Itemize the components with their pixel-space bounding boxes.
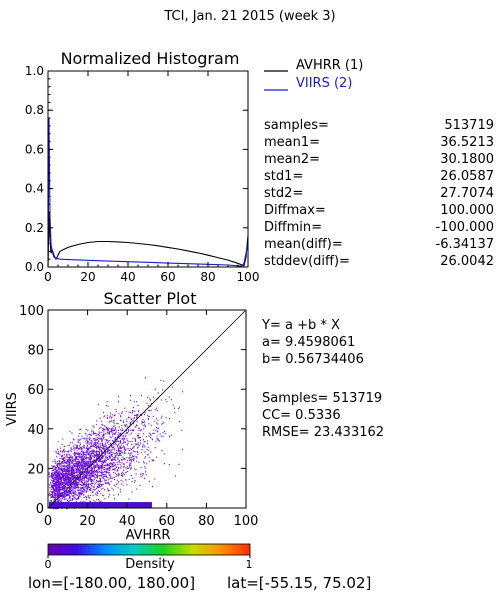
histogram-stats: samples= 513719 mean1= 36.5213 mean2= 30.1800… [264, 118, 494, 269]
stat-value: 100.000 [440, 203, 494, 218]
stat-label: mean(diff)= [264, 237, 343, 252]
histogram-frame [47, 70, 249, 268]
scatter-xtick-label: 0 [44, 514, 52, 529]
scatter-panel: Scatter Plot 0 20 40 60 80 100 0 20 40 60 80 100 AV… [5, 289, 384, 543]
stat-label: mean1= [264, 135, 320, 150]
histogram-panel: Normalized Histogram 0 20 40 60 80 1000.00.20… [25, 49, 494, 284]
footer-lon: lon=[-180.00, 180.00] [28, 574, 195, 592]
scatter-xtick-label: 100 [234, 514, 259, 529]
colorbar-max-label: 1 [246, 558, 253, 571]
scatter-xtick-label: 80 [198, 514, 215, 529]
stat-label: std1= [264, 169, 303, 184]
scatter-ytick-label: 60 [27, 383, 44, 398]
histogram-ytick-label: 0.4 [25, 182, 44, 196]
histogram-xtick-label: 100 [237, 270, 260, 284]
stat-value: 36.5213 [440, 135, 494, 150]
stat-value: 26.0042 [440, 254, 494, 269]
scatter-ytick-label: 40 [27, 423, 44, 438]
stat-label: Diffmax= [264, 203, 326, 218]
stat-label: std2= [264, 186, 303, 201]
density-colorbar: 0 Density 1 [45, 543, 253, 572]
histogram-xtick-label: 40 [120, 270, 135, 284]
scatter-points [48, 377, 184, 510]
scatter-ticks: 0 20 40 60 80 100 0 20 40 60 80 100 [19, 304, 258, 529]
colorbar-bar [47, 543, 251, 556]
summary-rmse: RMSE= 23.433162 [262, 425, 384, 440]
histogram-xtick-label: 20 [80, 270, 95, 284]
histogram-ytick-label: 1.0 [25, 64, 44, 78]
scatter-point-cloud [48, 377, 184, 510]
scatter-ytick-label: 80 [27, 344, 44, 359]
regression-a: a= 9.4598061 [262, 335, 355, 350]
scatter-title: Scatter Plot [104, 289, 197, 308]
histogram-line-viirs [47, 117, 249, 268]
histogram-ticks: 0 20 40 60 80 100 0.0 0.2 0.4 0.6 0.8 1.0 [25, 64, 260, 284]
scatter-ytick-label: 0 [36, 502, 44, 517]
stat-label: stddev(diff)= [264, 254, 350, 269]
stat-label: mean2= [264, 152, 320, 167]
histogram-ytick-label: 0.2 [25, 221, 44, 235]
histogram-xtick-label: 80 [200, 270, 215, 284]
stat-value: 30.1800 [440, 152, 494, 167]
histogram-xtick-label: 0 [44, 270, 52, 284]
colorbar-min-label: 0 [45, 558, 52, 571]
scatter-ylabel: VIIRS [5, 392, 20, 426]
histogram-series-group [47, 117, 249, 268]
histogram-title: Normalized Histogram [61, 49, 240, 68]
regression-b: b= 0.56734406 [262, 352, 364, 367]
summary-cc: CC= 0.5336 [262, 408, 341, 423]
legend-label-viirs: VIIRS (2) [296, 76, 352, 91]
footer-lat: lat=[-55.15, 75.02] [227, 574, 371, 592]
stat-value: 513719 [444, 118, 494, 133]
scatter-xtick-label: 20 [79, 514, 96, 529]
page-title: TCI, Jan. 21 2015 (week 3) [163, 9, 335, 24]
scatter-ytick-label: 100 [19, 304, 44, 319]
histogram-xtick-label: 60 [160, 270, 175, 284]
scatter-xtick-label: 40 [119, 514, 136, 529]
stat-value: -100.000 [436, 220, 494, 235]
histogram-ytick-label: 0.6 [25, 142, 44, 156]
stat-label: samples= [264, 118, 329, 133]
identity-line [47, 309, 247, 509]
legend-label-avhrr: AVHRR (1) [296, 58, 363, 73]
scatter-xtick-label: 60 [159, 514, 176, 529]
stat-value: 26.0587 [440, 169, 494, 184]
summary-samples: Samples= 513719 [262, 391, 382, 406]
histogram-ytick-label: 0.0 [25, 260, 44, 274]
scatter-dense-band [49, 502, 152, 508]
stat-value: -6.34137 [436, 237, 494, 252]
regression-equation: Y= a +b * X [261, 318, 340, 333]
stat-value: 27.7074 [440, 186, 494, 201]
scatter-xlabel: AVHRR [126, 528, 171, 543]
histogram-ytick-label: 0.8 [25, 103, 44, 117]
stat-label: Diffmin= [264, 220, 322, 235]
scatter-ytick-label: 20 [27, 462, 44, 477]
scatter-frame [47, 309, 247, 509]
colorbar-label: Density [125, 557, 175, 572]
histogram-line-avhrr [47, 212, 249, 268]
